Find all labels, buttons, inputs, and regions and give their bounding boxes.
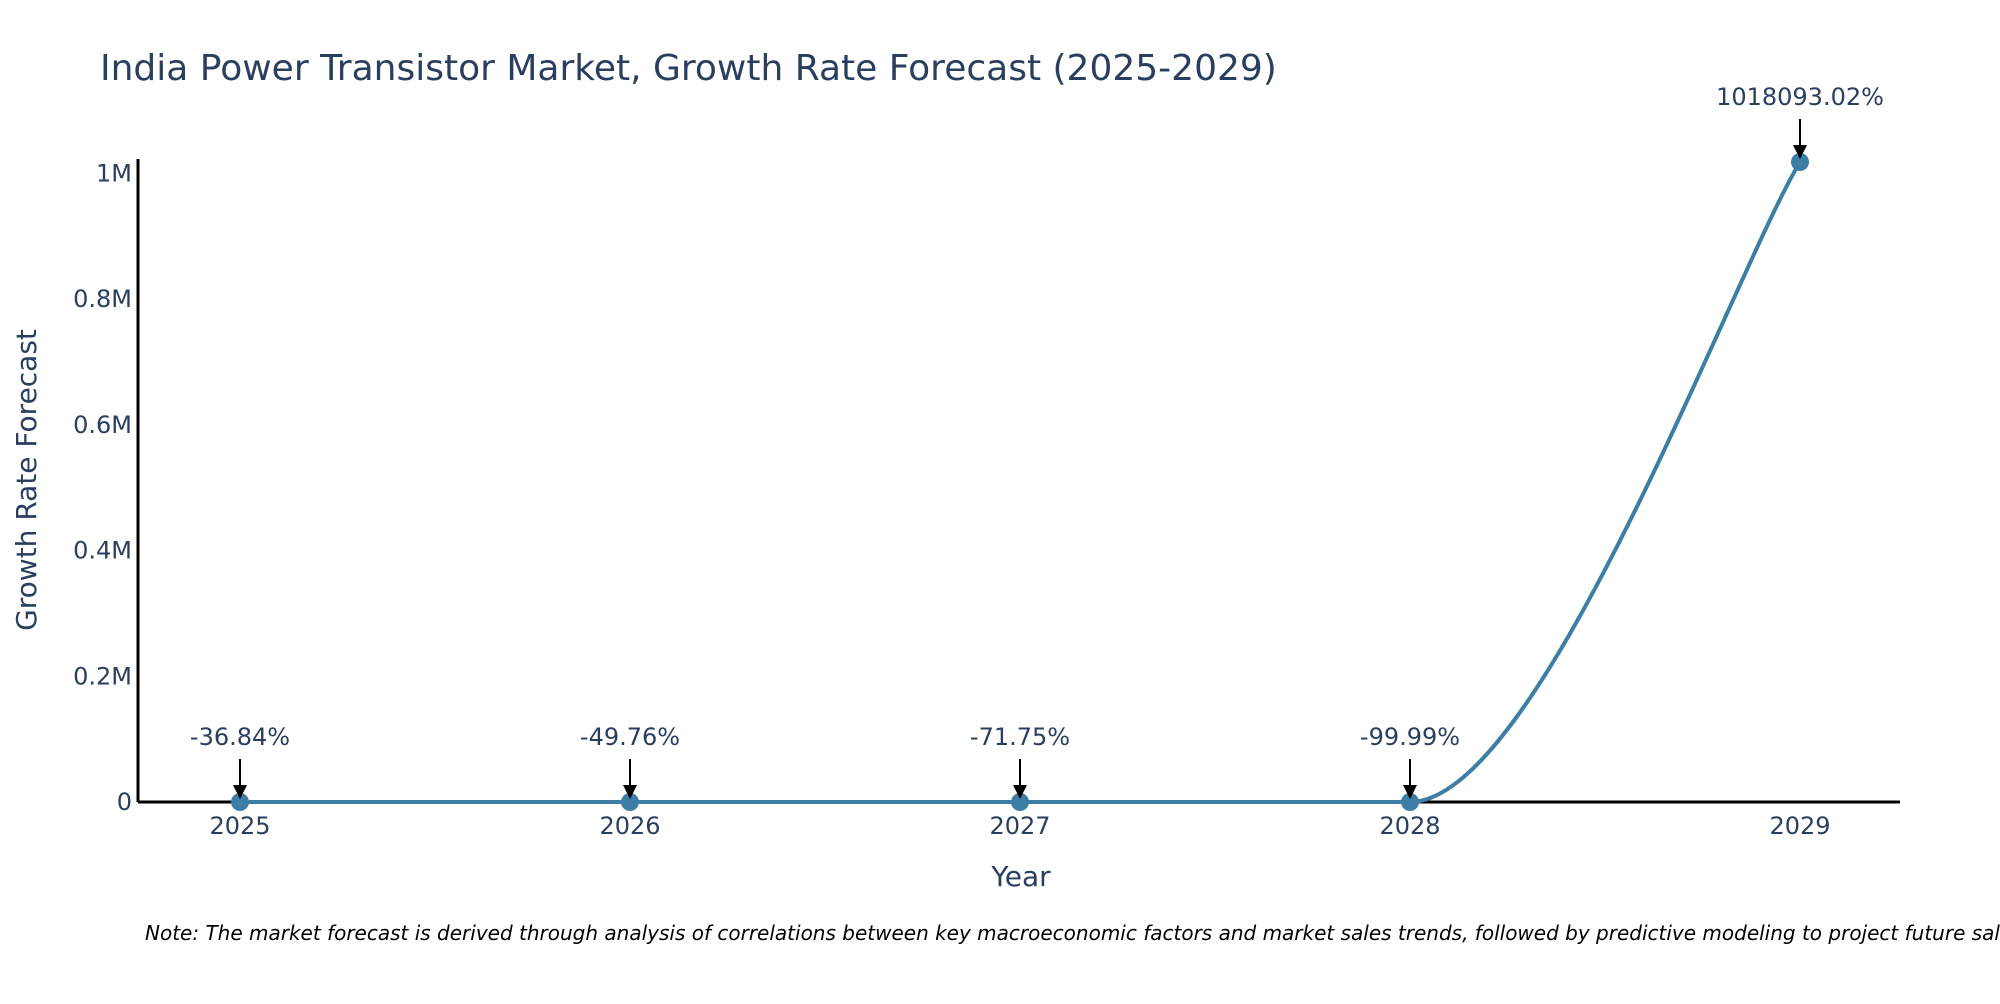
x-axis-ticks: 2025 2026 2027 2028 2029 (209, 812, 1830, 840)
y-axis-ticks: 0 0.2M 0.4M 0.6M 0.8M 1M (73, 159, 132, 816)
annotation-arrow-head (623, 785, 637, 799)
annotation-arrow-head (1403, 785, 1417, 799)
data-label: -71.75% (970, 723, 1070, 751)
x-tick-label: 2026 (599, 812, 660, 840)
y-tick-label: 1M (96, 159, 132, 187)
y-tick-label: 0.6M (73, 411, 132, 439)
data-label: 1018093.02% (1716, 83, 1884, 111)
x-tick-label: 2029 (1769, 812, 1830, 840)
y-tick-label: 0.4M (73, 537, 132, 565)
data-markers (231, 153, 1809, 811)
chart-title: India Power Transistor Market, Growth Ra… (100, 48, 1277, 89)
x-axis-title: Year (990, 860, 1051, 893)
x-tick-label: 2025 (209, 812, 270, 840)
annotation-arrow-head (1793, 145, 1807, 159)
data-point (231, 793, 249, 811)
data-point (621, 793, 639, 811)
data-point (1791, 153, 1809, 171)
series-line (240, 160, 1802, 805)
data-annotations: -36.84% -49.76% -71.75% -99.99% 1018093.02% (190, 83, 1884, 799)
data-point (1011, 793, 1029, 811)
annotation-arrow-head (1013, 785, 1027, 799)
x-tick-label: 2027 (989, 812, 1050, 840)
y-axis-title: Growth Rate Forecast (10, 329, 43, 631)
x-tick-label: 2028 (1379, 812, 1440, 840)
y-tick-label: 0 (117, 788, 132, 816)
y-tick-label: 0.8M (73, 285, 132, 313)
data-label: -49.76% (580, 723, 680, 751)
annotation-arrow-head (233, 785, 247, 799)
y-tick-label: 0.2M (73, 662, 132, 690)
data-point (1401, 793, 1419, 811)
footnote: Note: The market forecast is derived thr… (145, 921, 2000, 945)
data-label: -36.84% (190, 723, 290, 751)
data-label: -99.99% (1360, 723, 1460, 751)
